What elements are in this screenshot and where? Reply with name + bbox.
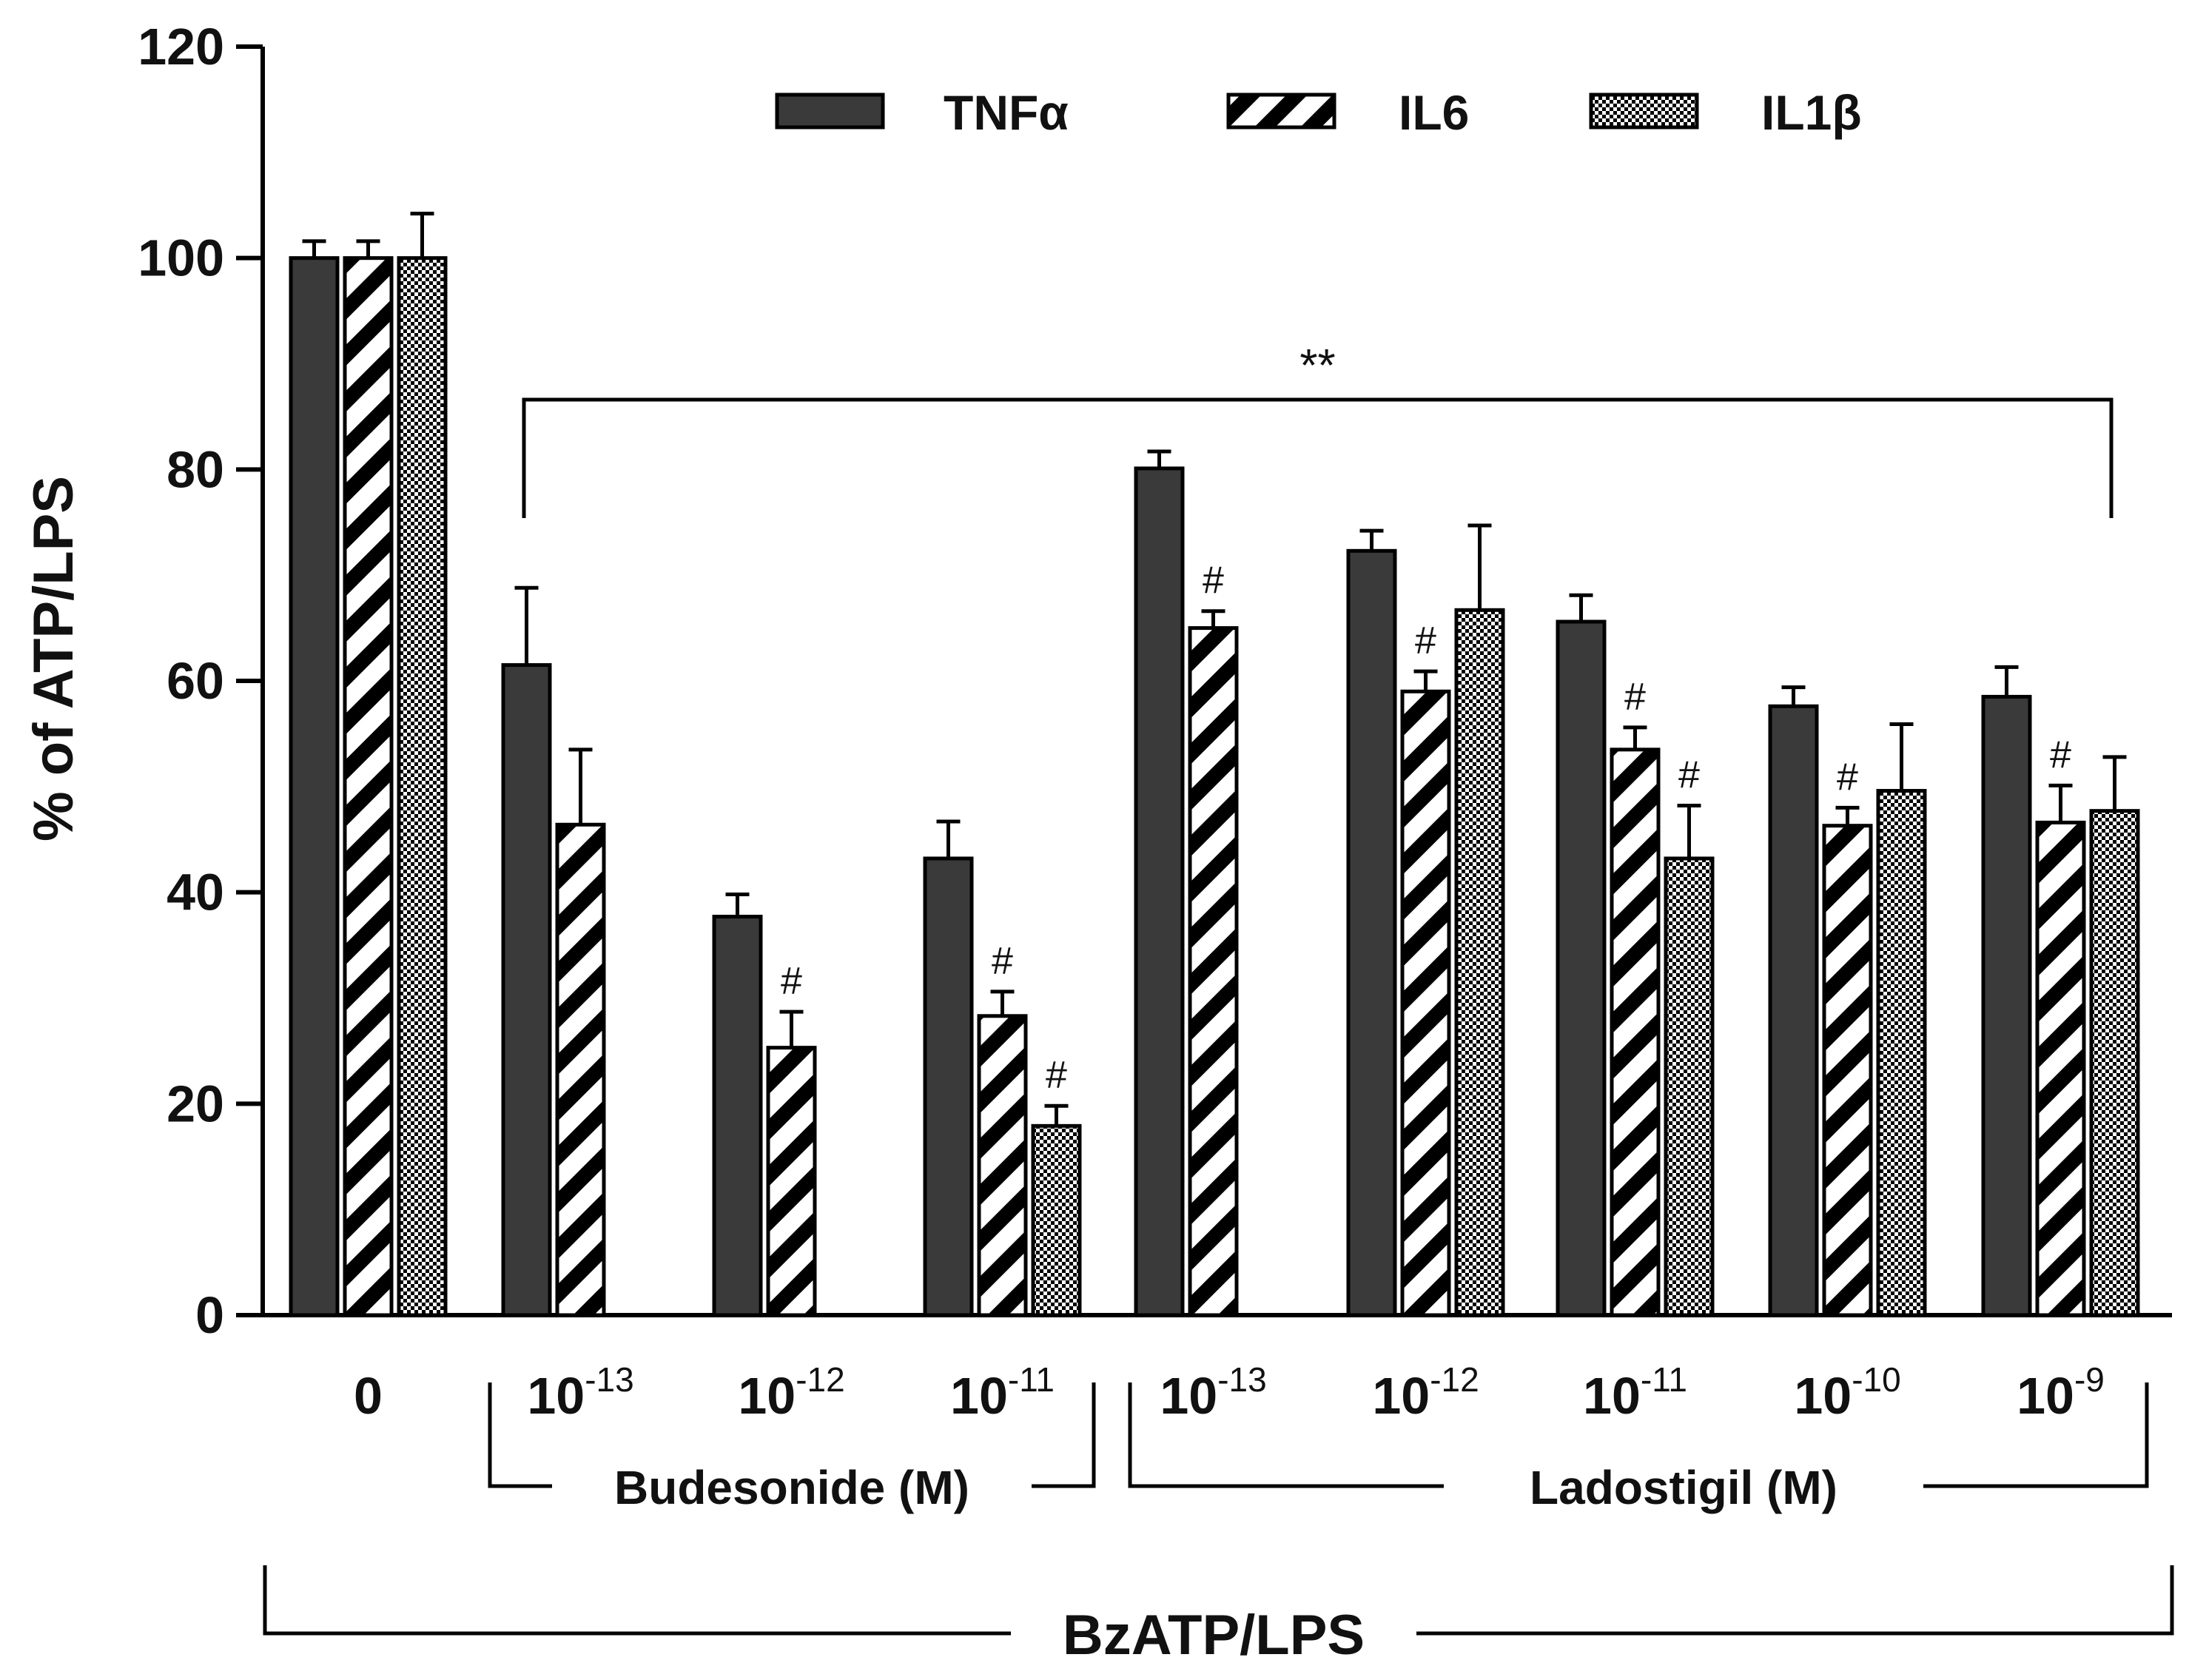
legend-swatch (1226, 93, 1336, 130)
significance-bracket-label: ** (1299, 340, 1335, 392)
legend-swatch (1589, 93, 1699, 130)
x-tick-label: 10-12 (738, 1360, 844, 1425)
group-bracket-line (488, 1382, 552, 1488)
legend-label: IL1β (1761, 85, 1862, 140)
bar (1664, 856, 1715, 1317)
x-tick-label: 10-12 (1372, 1360, 1479, 1425)
y-tick-label: 60 (167, 652, 224, 710)
x-tick-label: 10-10 (1794, 1360, 1900, 1425)
y-tick-label: 40 (167, 864, 224, 921)
significance-mark: # (1678, 754, 1700, 797)
bar (501, 663, 552, 1317)
y-tick-label: 20 (167, 1075, 224, 1132)
x-tick-label: 10-11 (1583, 1360, 1687, 1425)
bar (1768, 704, 1819, 1317)
group-bracket-line (1923, 1382, 2149, 1488)
bar (343, 256, 394, 1317)
annotations: ** Budesonide (M) Ladostigil (M) BzATP/LPS (263, 340, 2174, 1667)
y-tick-label: 80 (167, 440, 224, 498)
x-tick-label: 10-13 (1160, 1360, 1266, 1425)
significance-mark: # (1203, 560, 1224, 602)
significance-mark: # (1415, 619, 1436, 662)
significance-mark: # (1046, 1054, 1067, 1097)
y-tick-label: 0 (195, 1286, 224, 1344)
outer-bracket-line (263, 1565, 1011, 1636)
axes: 0 20 40 60 80 100 120 0 10-13 10-12 10-11 10-13 10-1… (138, 18, 2172, 1425)
significance-bracket (522, 397, 2114, 518)
significance-mark: # (2050, 733, 2071, 776)
bar (2089, 809, 2140, 1317)
legend-label: TNFα (944, 85, 1069, 140)
bar (1876, 789, 1927, 1317)
bar (1346, 548, 1397, 1317)
group-bracket-label: Budesonide (M) (614, 1461, 969, 1514)
y-axis-label: % of ATP/LPS (22, 476, 85, 841)
legend: TNFα IL6 IL1β (775, 85, 1862, 140)
significance-mark: # (1837, 756, 1858, 799)
significance-mark: # (781, 960, 802, 1003)
x-tick-label: 0 (354, 1367, 383, 1425)
bar (712, 915, 763, 1317)
significance-mark: # (992, 940, 1013, 983)
group-bracket-line (1128, 1382, 1444, 1488)
legend-label: IL6 (1399, 85, 1469, 140)
bar (923, 856, 974, 1317)
bar (1188, 626, 1239, 1317)
x-tick-label: 10-9 (2017, 1360, 2105, 1425)
bar (1556, 619, 1607, 1317)
bar (555, 822, 606, 1317)
bar (1610, 747, 1661, 1317)
bar (289, 256, 340, 1317)
y-tick-label: 120 (138, 18, 224, 75)
x-tick-label: 10-13 (527, 1360, 633, 1425)
legend-swatch (775, 93, 885, 130)
bar (1822, 824, 1873, 1317)
bar (1981, 694, 2032, 1317)
bars: # # # # # # # # # (289, 212, 2140, 1317)
bar (1454, 608, 1505, 1317)
bar (766, 1046, 817, 1317)
bar (1031, 1123, 1082, 1317)
bar (1400, 689, 1451, 1317)
bar (397, 256, 448, 1317)
x-axis-label: BzATP/LPS (1063, 1604, 1365, 1667)
y-tick-label: 100 (138, 229, 224, 287)
x-tick-label: 10-11 (950, 1360, 1055, 1425)
bar (977, 1014, 1028, 1317)
bar (2035, 820, 2086, 1317)
group-bracket-line (1032, 1382, 1096, 1488)
outer-bracket-line (1416, 1565, 2174, 1636)
bar (1134, 466, 1185, 1317)
group-bracket-label: Ladostigil (M) (1530, 1461, 1837, 1514)
significance-mark: # (1624, 676, 1646, 719)
